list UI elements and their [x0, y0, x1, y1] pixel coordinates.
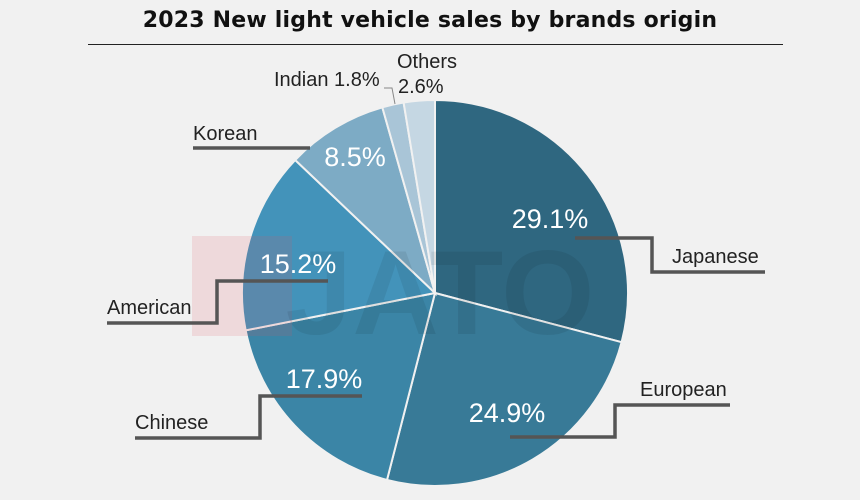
- title-divider: [88, 44, 783, 45]
- leader-line-european: [510, 403, 730, 439]
- value-label-european: 24.9%: [469, 398, 546, 428]
- category-label-chinese: Chinese: [135, 412, 208, 434]
- pie-slice-korean: [293, 106, 437, 297]
- value-label-chinese: 17.9%: [286, 364, 363, 394]
- watermark-text: JATO: [286, 226, 595, 360]
- leader-line-american: [107, 279, 328, 325]
- pie-slice-chinese: [244, 291, 437, 482]
- leader-line-indian: [384, 87, 396, 105]
- value-label-others: 2.6%: [398, 76, 444, 98]
- pie-slice-others: [402, 98, 436, 294]
- pie-slice-japanese: [434, 98, 629, 344]
- category-label-others: Others: [397, 51, 457, 73]
- value-label-american: 15.2%: [260, 249, 337, 279]
- pie-slice-american: [241, 158, 438, 332]
- label-indian: Indian 1.8%: [274, 69, 380, 91]
- category-label-american: American: [107, 297, 191, 319]
- value-label-korean: 8.5%: [324, 142, 386, 172]
- leader-line-japanese: [575, 236, 765, 274]
- category-label-japanese: Japanese: [672, 246, 759, 268]
- leader-line-chinese: [135, 394, 362, 440]
- category-label-european: European: [640, 379, 727, 401]
- value-label-japanese: 29.1%: [512, 204, 589, 234]
- pie-slice-european: [385, 291, 623, 487]
- category-label-korean: Korean: [193, 123, 258, 145]
- chart-title: 2023 New light vehicle sales by brands o…: [142, 8, 718, 33]
- watermark-logo-icon: [192, 236, 292, 336]
